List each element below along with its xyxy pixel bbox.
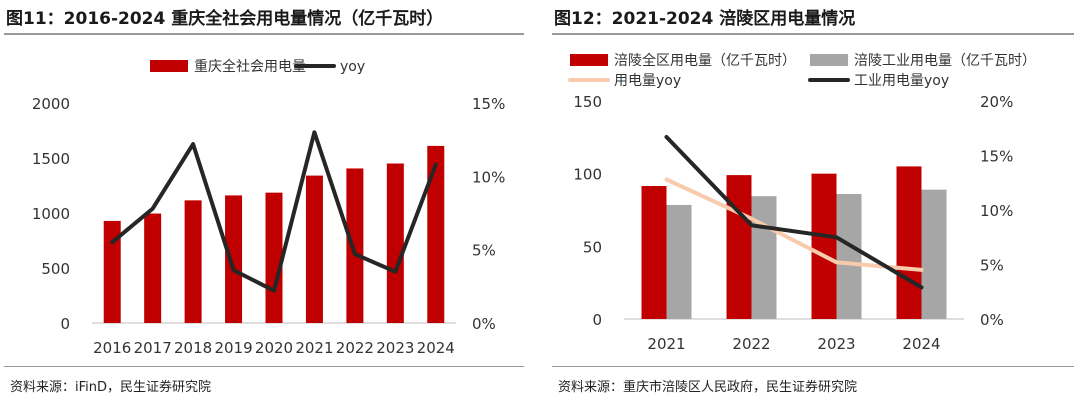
y-right-tick-label: 10% (980, 202, 1013, 220)
y-left-tick-label: 2000 (32, 95, 70, 113)
bar-2022 (751, 196, 777, 319)
bar-2018 (184, 200, 202, 323)
x-tick-label: 2023 (817, 335, 855, 353)
bar-2017 (144, 213, 162, 323)
bar-2024 (896, 166, 922, 319)
x-tick-label: 2022 (336, 339, 374, 357)
x-tick-label: 2018 (174, 339, 212, 357)
y-right-tick-label: 10% (472, 168, 505, 186)
x-tick-label: 2023 (376, 339, 414, 357)
y-right-tick-label: 15% (980, 148, 1013, 166)
legend-swatch (150, 60, 188, 72)
title-divider (552, 33, 1074, 35)
y-left-tick-label: 500 (41, 260, 70, 278)
series-line (664, 135, 924, 290)
chart-source: 资料来源：重庆市涪陵区人民政府，民生证券研究院 (558, 380, 858, 395)
bar-2024 (427, 145, 445, 323)
bar-2023 (836, 194, 862, 319)
legend-label: 涪陵全区用电量（亿千瓦时） (614, 52, 796, 69)
y-left-tick-label: 0 (60, 315, 70, 333)
x-tick-label: 2019 (214, 339, 252, 357)
x-tick-label: 2020 (255, 339, 293, 357)
bar-2020 (265, 192, 283, 323)
y-right-tick-label: 20% (980, 93, 1013, 111)
chart-panel-electricity-fuling: 图12：2021-2024 涪陵区用电量情况 0 50 100 150 0% 5% 10% 1… (548, 0, 1080, 408)
series-line (110, 130, 438, 293)
y-left-tick-label: 1000 (32, 205, 70, 223)
chart-title: 图11：2016-2024 重庆全社会用电量情况（亿千瓦时） (6, 9, 444, 29)
bar-2022 (726, 175, 752, 319)
y-right-tick-label: 0% (980, 311, 1004, 329)
bar-2021 (305, 175, 323, 323)
x-tick-label: 2021 (647, 335, 685, 353)
title-divider (4, 33, 524, 35)
legend-label: 工业用电量yoy (854, 73, 949, 89)
legend-label: yoy (340, 59, 365, 75)
bar-2023 (386, 163, 404, 323)
y-left-tick-label: 0 (592, 311, 602, 329)
legend-label: 重庆全社会用电量 (194, 58, 306, 75)
y-left-tick-label: 150 (573, 93, 602, 111)
bar-2021 (641, 186, 667, 319)
y-right-tick-label: 5% (472, 242, 496, 260)
chart-title: 图12：2021-2024 涪陵区用电量情况 (554, 9, 856, 29)
y-left-tick-label: 50 (583, 238, 602, 256)
y-right-tick-label: 5% (980, 257, 1004, 275)
y-right-tick-label: 0% (472, 315, 496, 333)
bar-2022 (346, 168, 364, 323)
y-left-tick-label: 100 (573, 166, 602, 184)
source-divider (552, 366, 1074, 367)
chart-panel-electricity-chongqing: 图11：2016-2024 重庆全社会用电量情况（亿千瓦时） 0 500 1000 1… (0, 0, 530, 408)
legend-swatch (810, 54, 848, 66)
bar-2016 (103, 220, 121, 323)
legend-swatch (570, 54, 608, 66)
x-tick-label: 2024 (902, 335, 940, 353)
bar-2023 (811, 173, 837, 319)
y-left-tick-label: 1500 (32, 150, 70, 168)
x-tick-label: 2016 (93, 339, 131, 357)
chart-svg: 0 50 100 150 0% 5% 10% 15% 20% 2021 2022 2023 2024 涪陵… (568, 52, 1036, 353)
legend-label: 涪陵工业用电量（亿千瓦时） (854, 53, 1036, 69)
bar-2021 (666, 204, 692, 319)
x-tick-label: 2017 (134, 339, 172, 357)
series-line (664, 177, 924, 272)
x-tick-label: 2024 (417, 339, 455, 357)
bar-2019 (225, 195, 243, 323)
legend-label: 用电量yoy (614, 73, 681, 89)
source-divider (4, 366, 524, 367)
x-tick-label: 2021 (295, 339, 333, 357)
bar-2024 (921, 189, 947, 319)
y-right-tick-label: 15% (472, 95, 505, 113)
x-tick-label: 2022 (732, 335, 770, 353)
chart-source: 资料来源：iFinD，民生证券研究院 (10, 380, 212, 395)
